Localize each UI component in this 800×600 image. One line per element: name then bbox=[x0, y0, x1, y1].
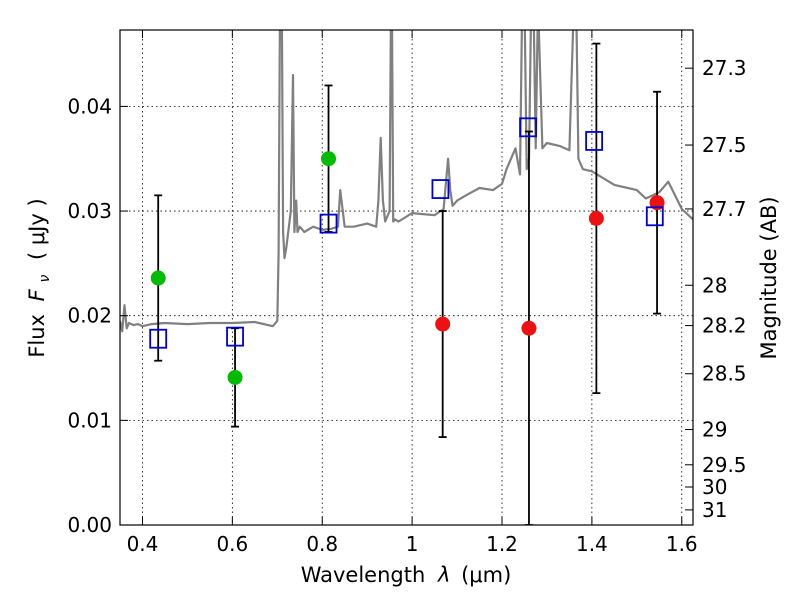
green-point bbox=[321, 151, 337, 167]
blue-square-point bbox=[431, 179, 450, 199]
blue-square-point bbox=[645, 206, 664, 227]
mag-tick-label: 31 bbox=[702, 498, 727, 522]
green-point bbox=[150, 270, 166, 286]
y-tick-label: 0.00 bbox=[67, 513, 112, 537]
x-axis-title-symbol: λ bbox=[437, 563, 450, 587]
mag-tick-label: 28.2 bbox=[702, 314, 747, 338]
mag-tick-label: 27.7 bbox=[702, 197, 747, 221]
blue-square-point bbox=[149, 328, 168, 349]
mag-tick-label: 28 bbox=[702, 273, 727, 297]
red-point bbox=[521, 320, 537, 336]
mag-tick-label: 29.5 bbox=[702, 453, 747, 477]
blue-square-point bbox=[585, 131, 604, 151]
ticks: 0.4 0.6 0.8 1 1.2 1.4 1.6 0.00 0.01 0.02 0.03 0.04 2… bbox=[67, 30, 747, 556]
y-tick-label: 0.01 bbox=[67, 408, 112, 432]
red-point bbox=[588, 210, 604, 226]
marker-layer bbox=[149, 117, 665, 385]
x-tick-label: 1 bbox=[406, 532, 419, 556]
blue-square-point bbox=[319, 213, 338, 234]
x-axis-title: Wavelength λ (μm) bbox=[301, 563, 512, 587]
x-axis-title-text: Wavelength bbox=[301, 563, 426, 587]
mag-tick-label: 30 bbox=[702, 475, 727, 499]
y-axis-title: Flux F ν ( μJy ) bbox=[25, 198, 54, 357]
blue-square-point bbox=[226, 326, 244, 347]
mag-tick-label: 29 bbox=[702, 418, 727, 442]
y-axis-title-symbol: F bbox=[25, 288, 49, 301]
y-axis-title-subscript: ν bbox=[37, 275, 53, 283]
y-tick-label: 0.03 bbox=[67, 199, 112, 223]
x-tick-label: 0.4 bbox=[127, 532, 159, 556]
errorbar-layer bbox=[154, 42, 662, 525]
y2-axis-title: Magnitude (AB) bbox=[757, 196, 781, 359]
x-tick-label: 1.2 bbox=[486, 532, 518, 556]
blue-square-point bbox=[519, 117, 537, 138]
x-tick-label: 1.6 bbox=[666, 532, 698, 556]
mag-tick-label: 28.5 bbox=[702, 362, 747, 386]
grid bbox=[120, 30, 693, 526]
y-axis-title-unit: ( μJy ) bbox=[25, 198, 49, 260]
plot-frame bbox=[119, 29, 694, 526]
x-tick-label: 0.6 bbox=[216, 532, 248, 556]
spectrum-layer bbox=[120, 30, 693, 333]
x-tick-label: 0.8 bbox=[306, 532, 338, 556]
x-tick-label: 1.4 bbox=[576, 532, 608, 556]
mag-tick-label: 27.5 bbox=[702, 133, 747, 157]
y-tick-label: 0.02 bbox=[67, 304, 112, 328]
y-tick-label: 0.04 bbox=[67, 94, 112, 118]
green-point bbox=[227, 369, 243, 385]
red-point bbox=[435, 316, 451, 332]
spectrum-line bbox=[120, 30, 693, 333]
y-axis-title-text: Flux bbox=[25, 314, 49, 358]
mag-tick-label: 27.3 bbox=[702, 56, 747, 80]
x-axis-title-unit: (μm) bbox=[461, 563, 511, 587]
